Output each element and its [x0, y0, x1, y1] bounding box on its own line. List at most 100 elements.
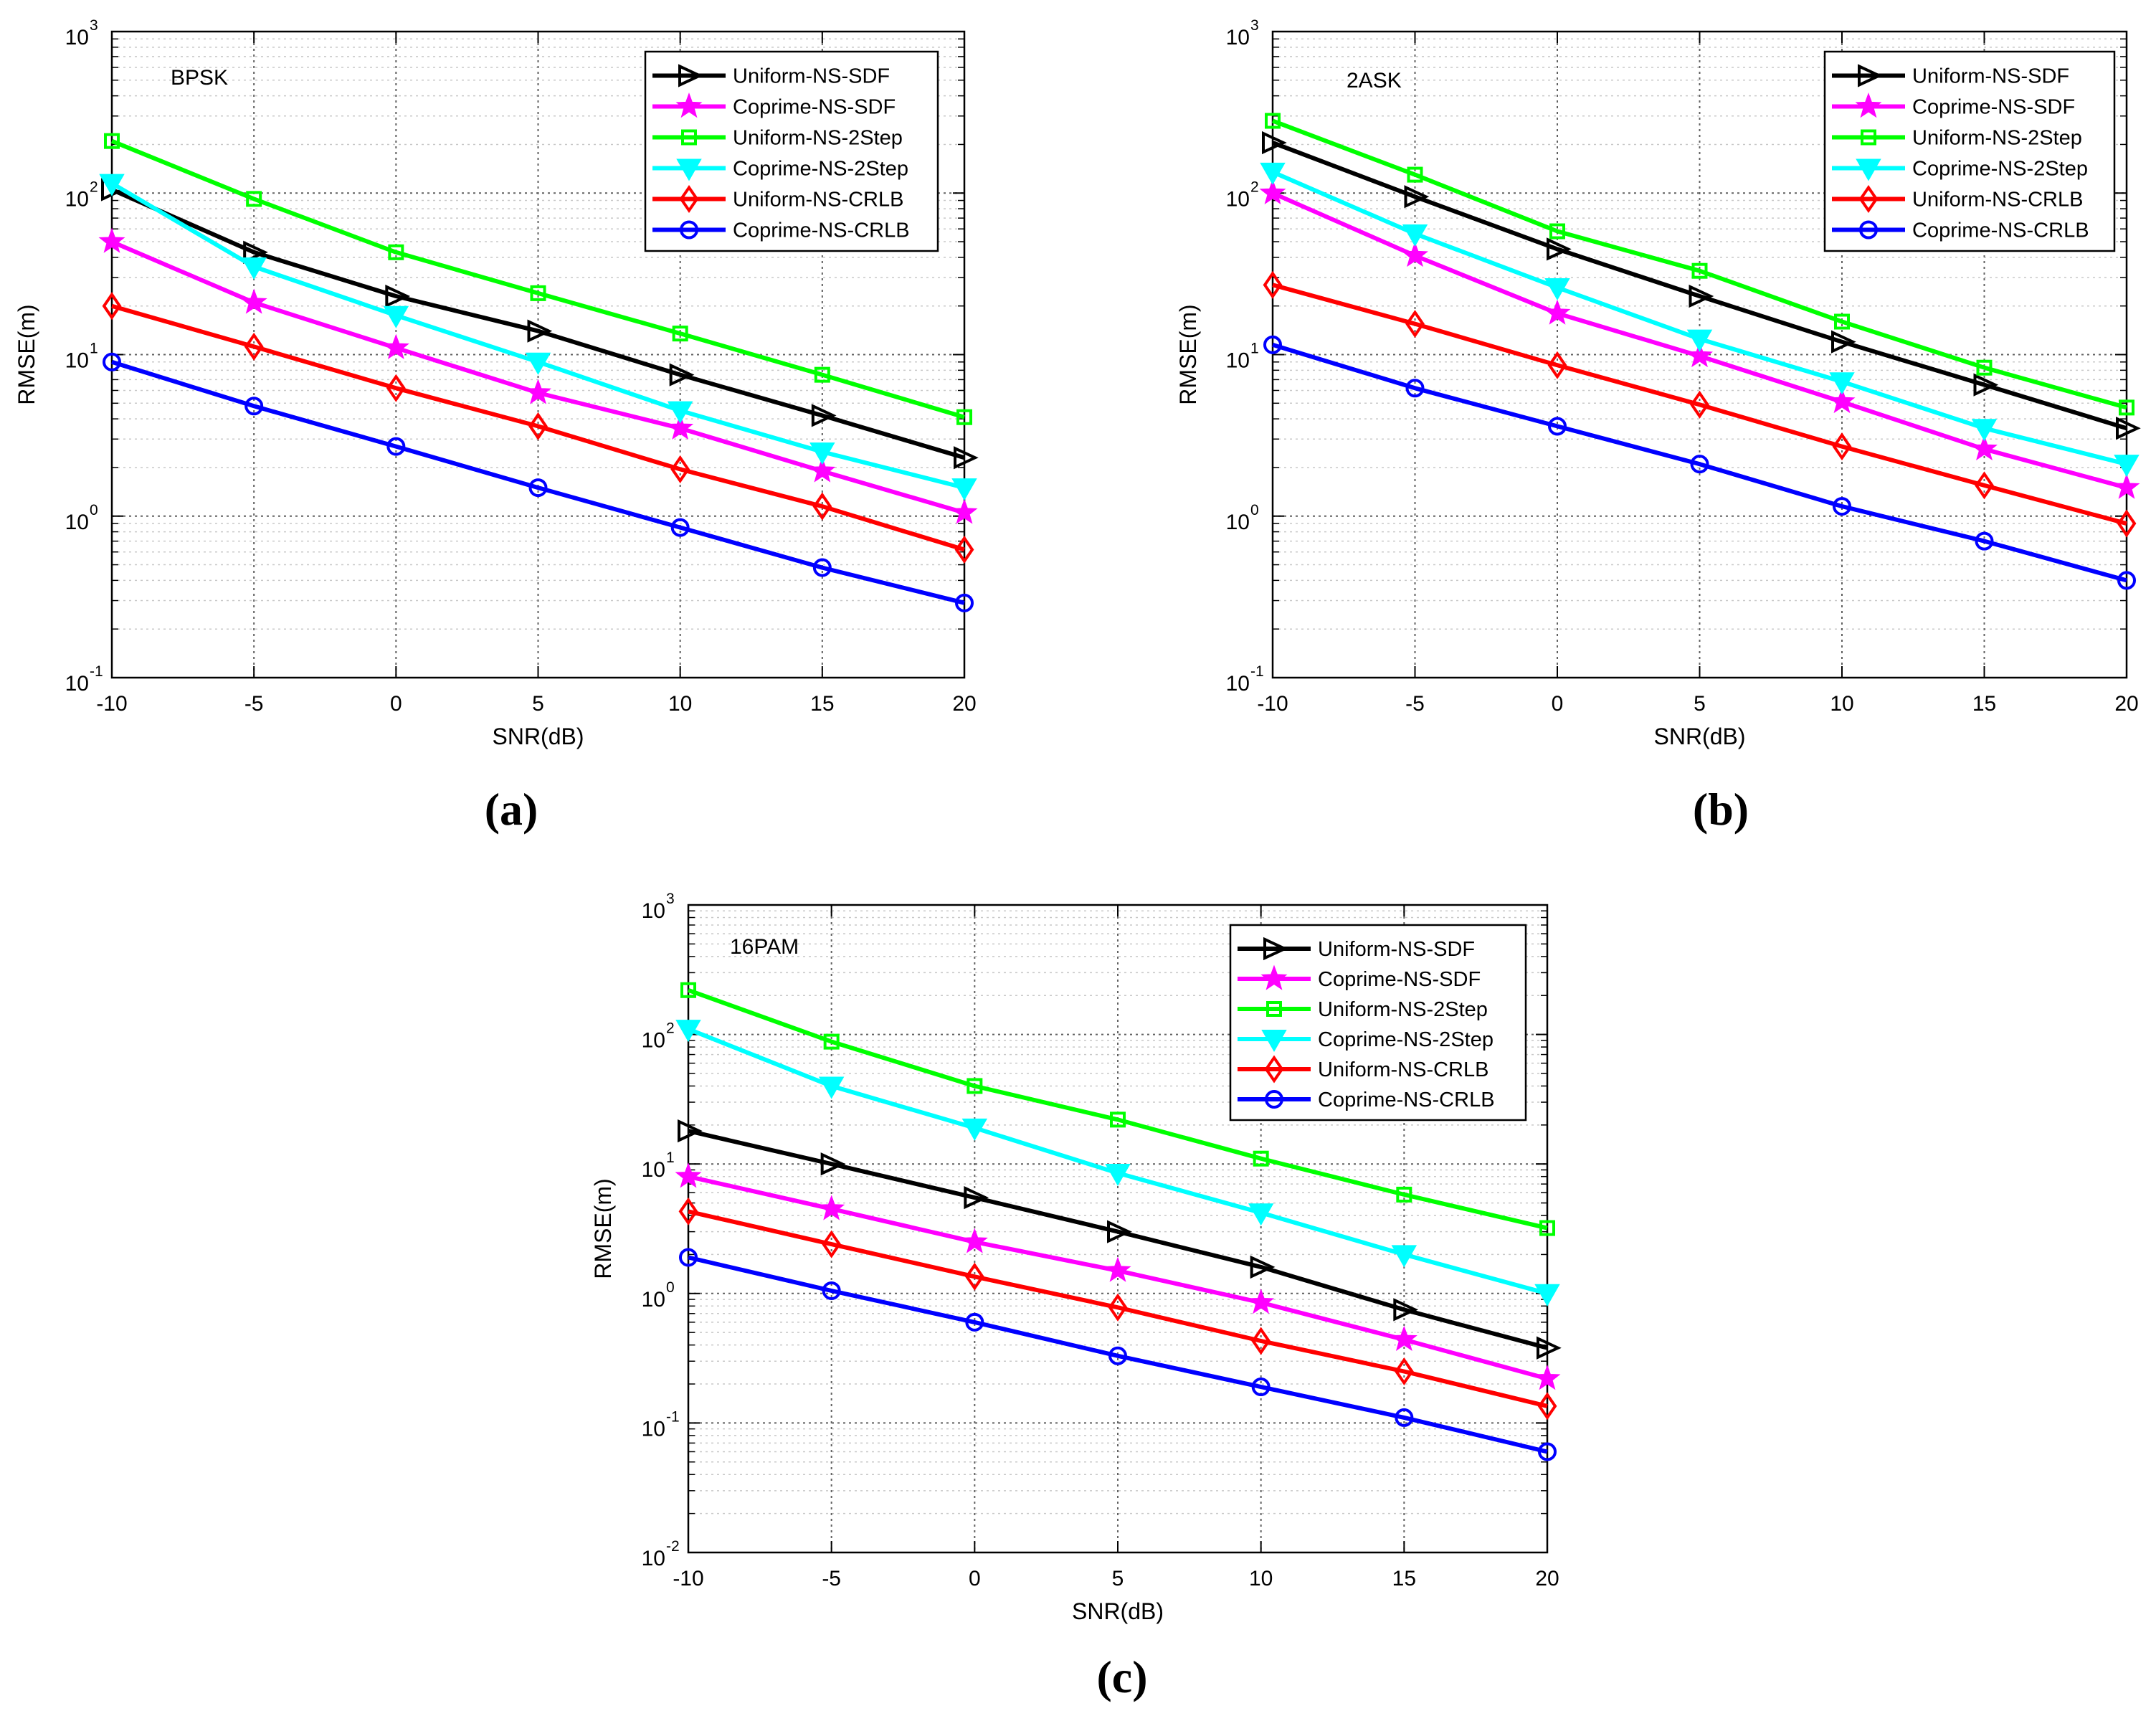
series-coprime-ns-2step: [675, 1020, 1560, 1307]
data-point: [1108, 1346, 1127, 1365]
x-tick-label: 10: [1830, 692, 1853, 716]
data-point: [527, 319, 553, 343]
y-tick-label-exponent: 1: [666, 1149, 675, 1166]
x-tick-label: -10: [96, 692, 127, 716]
x-tick-label: -5: [244, 692, 264, 716]
series-coprime-ns-sdf: [675, 1162, 1561, 1390]
data-point: [1263, 270, 1283, 299]
data-point: [956, 409, 972, 425]
data-point: [822, 1281, 841, 1300]
y-tick-label-exponent: -2: [666, 1538, 680, 1555]
legend-marker: [1265, 1090, 1283, 1109]
legend-marker: [1859, 220, 1878, 240]
data-point: [104, 133, 120, 149]
data-point: [244, 397, 264, 416]
x-axis-label: SNR(dB): [1653, 724, 1745, 749]
panel-label: (a): [485, 784, 538, 835]
x-tick-label: 15: [1972, 692, 1996, 716]
data-point: [386, 437, 406, 456]
series-line: [111, 359, 965, 605]
data-point: [1971, 435, 1998, 460]
data-point: [1534, 1284, 1560, 1307]
legend-marker: [1263, 937, 1288, 961]
y-axis-label: RMSE(m): [14, 304, 39, 404]
x-tick-label: 10: [668, 692, 692, 716]
y-tick-label-base: 10: [65, 511, 89, 534]
legend-label: Coprime-NS-2Step: [1912, 158, 2088, 181]
series-line: [1272, 342, 2127, 583]
data-point: [1975, 531, 1994, 551]
data-point: [1539, 1220, 1555, 1236]
data-point: [103, 352, 121, 371]
axes-frame: [687, 904, 1549, 1554]
y-tick-label-exponent: -1: [90, 663, 103, 680]
y-tick-label-exponent: 3: [666, 891, 675, 907]
data-point: [525, 379, 551, 404]
series-uniform-ns-sdf: [101, 178, 979, 470]
data-point: [965, 1312, 984, 1332]
data-point: [1390, 1325, 1417, 1351]
data-point: [679, 1248, 698, 1267]
data-point: [2117, 509, 2137, 538]
panel-label: (c): [1096, 1651, 1147, 1702]
legend: Uniform-NS-SDF Coprime-NS-SDF Uniform-NS-2…: [1823, 50, 2116, 252]
data-point: [818, 1076, 845, 1099]
data-point: [386, 374, 406, 402]
data-point: [1405, 379, 1425, 398]
series-line: [1272, 283, 2127, 526]
legend-marker: [1261, 1030, 1287, 1053]
legend-label: Coprime-NS-SDF: [733, 96, 896, 119]
data-point: [98, 227, 125, 253]
data-point: [2113, 473, 2140, 499]
data-point: [382, 333, 409, 359]
data-point: [1253, 1150, 1269, 1167]
legend-box: [1229, 924, 1527, 1122]
data-point: [2117, 571, 2136, 590]
series-line: [110, 138, 965, 419]
series-line: [111, 303, 965, 552]
data-point: [1402, 242, 1428, 267]
legend-label: Uniform-NS-2Step: [733, 127, 903, 150]
y-tick-label-exponent: 0: [1250, 502, 1259, 518]
series-uniform-ns-crlb: [102, 292, 974, 564]
legend-box: [1823, 50, 2116, 252]
data-point: [961, 1228, 988, 1253]
series-uniform-ns-2step: [104, 133, 972, 425]
legend-marker: [675, 93, 703, 118]
data-point: [954, 535, 974, 564]
legend-marker: [1260, 964, 1288, 990]
y-tick-label-base: 10: [65, 349, 89, 373]
data-point: [1548, 417, 1567, 436]
x-tick-label: -5: [1405, 692, 1425, 716]
data-point: [1391, 1245, 1417, 1268]
x-tick-label: 0: [969, 1567, 981, 1590]
data-point: [1405, 310, 1425, 338]
data-point: [1251, 1378, 1271, 1397]
series-coprime-ns-crlb: [103, 352, 974, 612]
data-point: [823, 1033, 840, 1050]
legend-label: Coprime-NS-2Step: [733, 158, 908, 181]
modulation-annotation: BPSK: [171, 66, 228, 90]
data-point: [672, 326, 688, 342]
y-tick-label-base: 10: [642, 1158, 665, 1182]
data-point: [1975, 471, 1994, 500]
x-axis-label: SNR(dB): [1072, 1598, 1164, 1624]
chart-panel-3: -10 -5 0 5 10 15 2010-210-1100101102103SNR(dB)…: [590, 891, 1562, 1702]
x-tick-label: 15: [1392, 1567, 1416, 1590]
legend-marker: [1858, 64, 1883, 87]
data-point: [1110, 1111, 1126, 1128]
legend-label: Coprime-NS-2Step: [1318, 1028, 1493, 1051]
data-point: [1547, 237, 1572, 261]
y-axis-label: RMSE(m): [590, 1178, 616, 1279]
y-tick-label-base: 10: [1226, 187, 1250, 211]
data-point: [964, 1262, 984, 1291]
data-point: [1549, 223, 1565, 240]
y-tick-label-exponent: 0: [90, 502, 98, 518]
x-tick-label: 20: [952, 692, 976, 716]
data-point: [954, 446, 979, 470]
data-point: [1402, 224, 1428, 247]
data-point: [1547, 351, 1567, 379]
y-tick-label-exponent: 2: [90, 179, 98, 195]
y-tick-label-exponent: 2: [666, 1020, 675, 1037]
